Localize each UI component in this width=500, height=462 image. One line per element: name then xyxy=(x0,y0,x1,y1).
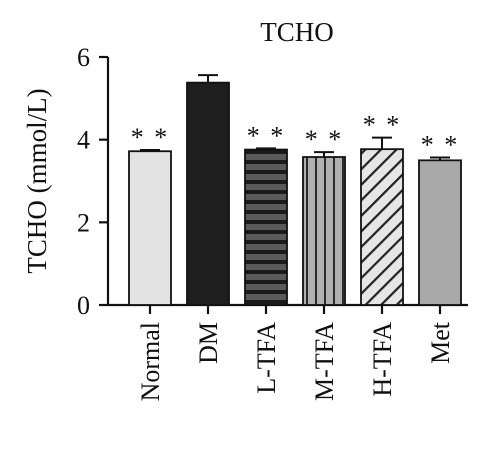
bar-l-tfa xyxy=(244,148,288,306)
y-tick-label: 6 xyxy=(77,43,90,72)
bar-normal xyxy=(128,150,172,306)
bar-met xyxy=(418,159,462,306)
x-tick-label: Normal xyxy=(136,322,165,401)
x-tick-labels: Normal DM L-TFA M-TFA H-TFA Met xyxy=(136,305,455,401)
y-tick-label: 4 xyxy=(77,126,90,155)
significance-marker: * * xyxy=(247,121,286,150)
x-tick-label: Met xyxy=(426,321,455,364)
x-tick-label: DM xyxy=(194,322,223,364)
bar-dm xyxy=(186,81,230,306)
y-tick-label: 0 xyxy=(77,291,90,320)
bars: * * * * * * * * * * xyxy=(128,74,462,306)
x-tick-label: M-TFA xyxy=(310,322,339,401)
significance-marker: * * xyxy=(421,130,460,159)
y-axis-label: TCHO (mmol/L) xyxy=(22,88,52,273)
significance-marker: * * xyxy=(305,125,344,154)
y-tick-label: 2 xyxy=(77,208,90,237)
significance-marker: * * xyxy=(363,111,402,140)
x-tick-label: H-TFA xyxy=(368,322,397,397)
bar-h-tfa xyxy=(360,148,404,306)
y-ticks: 0 2 4 6 xyxy=(77,43,108,320)
bar-m-tfa xyxy=(302,156,346,306)
significance-marker: * * xyxy=(131,123,170,152)
chart-title: TCHO xyxy=(260,17,334,47)
x-tick-label: L-TFA xyxy=(252,322,281,394)
